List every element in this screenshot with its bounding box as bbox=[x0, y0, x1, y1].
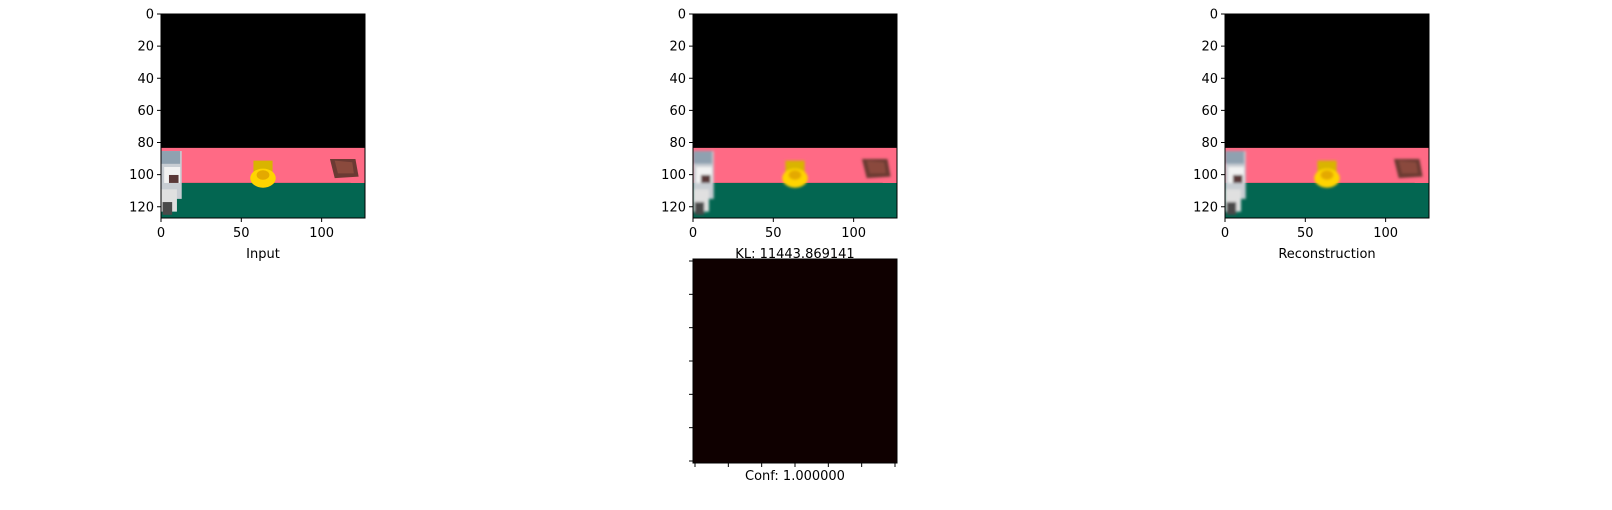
axes-frame bbox=[160, 13, 366, 219]
agent-sprite bbox=[161, 151, 182, 215]
y-tick-label: 60 bbox=[1201, 104, 1218, 119]
agent-sprite bbox=[1225, 151, 1246, 215]
y-tick-label: 100 bbox=[661, 168, 686, 183]
yellow-object bbox=[1314, 160, 1340, 188]
y-tick-label: 40 bbox=[669, 72, 686, 87]
yellow-object bbox=[782, 160, 808, 188]
x-tick-label: 50 bbox=[233, 226, 250, 241]
y-tick-label: 0 bbox=[1210, 8, 1218, 23]
ground-region bbox=[1225, 182, 1429, 218]
x-tick-label: 0 bbox=[689, 226, 697, 241]
y-tick-label: 80 bbox=[137, 136, 154, 151]
x-tick-label: 100 bbox=[309, 226, 334, 241]
axes-frame bbox=[692, 13, 898, 219]
y-tick-label: 60 bbox=[137, 104, 154, 119]
x-tick-label: 0 bbox=[157, 226, 165, 241]
y-tick-label: 80 bbox=[1201, 136, 1218, 151]
panel-caption: Input bbox=[246, 247, 280, 262]
panel-confidence: Conf: 1.000000 bbox=[689, 258, 898, 484]
y-tick-label: 120 bbox=[661, 200, 686, 215]
y-tick-label: 0 bbox=[678, 8, 686, 23]
x-tick-label: 50 bbox=[1297, 226, 1314, 241]
panel-kl: 0 50 100 0 20 40 60 80 100 120 KL: 11443.869141 bbox=[661, 8, 898, 262]
x-tick-label: 100 bbox=[841, 226, 866, 241]
brown-object bbox=[1393, 159, 1423, 179]
y-tick-label: 100 bbox=[1193, 168, 1218, 183]
confidence-heatmap bbox=[693, 259, 897, 463]
ground-region bbox=[693, 182, 897, 218]
panel-caption: Reconstruction bbox=[1278, 247, 1375, 262]
y-tick-label: 120 bbox=[1193, 200, 1218, 215]
y-tick-label: 80 bbox=[669, 136, 686, 151]
y-tick-label: 20 bbox=[137, 40, 154, 55]
panel-reconstruction: 0 50 100 0 20 40 60 80 100 120 Reconstruction bbox=[1193, 8, 1430, 262]
agent-sprite bbox=[693, 151, 714, 215]
x-tick-label: 0 bbox=[1221, 226, 1229, 241]
brown-object bbox=[861, 159, 891, 179]
panel-caption: KL: 11443.869141 bbox=[735, 247, 854, 262]
x-tick-label: 50 bbox=[765, 226, 782, 241]
y-tick-label: 40 bbox=[1201, 72, 1218, 87]
y-tick-label: 20 bbox=[669, 40, 686, 55]
x-tick-label: 100 bbox=[1373, 226, 1398, 241]
y-tick-label: 40 bbox=[137, 72, 154, 87]
y-tick-label: 0 bbox=[146, 8, 154, 23]
ground-region bbox=[161, 182, 365, 218]
panel-caption: Conf: 1.000000 bbox=[745, 469, 845, 484]
y-tick-label: 100 bbox=[129, 168, 154, 183]
panel-input: 0 50 100 0 20 40 60 80 100 120 Input bbox=[129, 8, 366, 262]
brown-object bbox=[329, 159, 359, 179]
axes-frame bbox=[1224, 13, 1430, 219]
y-tick-label: 120 bbox=[129, 200, 154, 215]
yellow-object bbox=[250, 160, 276, 188]
y-tick-label: 20 bbox=[1201, 40, 1218, 55]
y-tick-label: 60 bbox=[669, 104, 686, 119]
